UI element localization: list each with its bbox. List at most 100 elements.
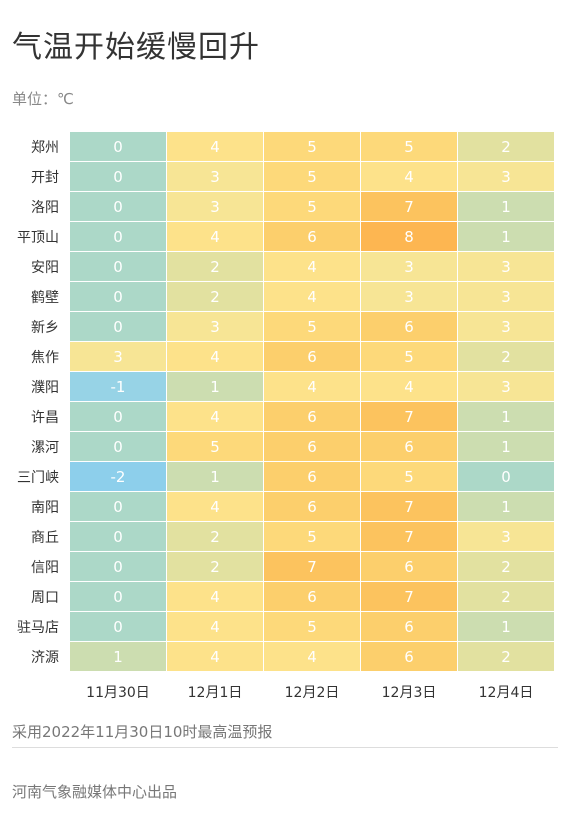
heatmap-cell [458,222,554,251]
cell-value: 3 [210,198,220,216]
cell-value: 0 [113,258,123,276]
column-label: 12月4日 [479,685,534,701]
heatmap-cell [458,432,554,461]
heatmap-cell [458,492,554,521]
heatmap-cell [458,402,554,431]
cell-value: 0 [113,528,123,546]
heatmap-cell [361,192,457,221]
row-label: 南阳 [31,500,59,516]
heatmap-cell [458,642,554,671]
cell-value: 6 [307,438,317,456]
cell-value: 0 [113,618,123,636]
forecast-note: 采用2022年11月30日10时最高温预报 [12,723,273,741]
cell-value: -1 [111,378,126,396]
heatmap-cell [167,192,263,221]
heatmap-cell [264,642,360,671]
cell-value: 0 [501,468,511,486]
heatmap-cell [167,342,263,371]
heatmap-cell [70,372,166,401]
cell-value: 4 [307,648,317,666]
heatmap-cell [70,222,166,251]
cell-value: 0 [113,198,123,216]
heatmap-cell [167,462,263,491]
heatmap-cell [167,312,263,341]
cell-value: 0 [113,408,123,426]
cell-value: 4 [210,588,220,606]
heatmap-cell [167,522,263,551]
heatmap-cell [167,132,263,161]
column-label: 12月3日 [382,685,437,701]
cell-value: 5 [210,438,220,456]
cell-value: 1 [210,378,220,396]
row-label: 洛阳 [31,200,59,216]
heatmap-cell [264,612,360,641]
heatmap-cell [264,462,360,491]
heatmap-cell [264,192,360,221]
cell-value: 3 [404,258,414,276]
cell-value: 1 [501,498,511,516]
cell-value: 5 [404,138,414,156]
heatmap-cell [458,342,554,371]
cell-value: 2 [501,648,511,666]
cell-value: 2 [210,288,220,306]
cell-value: 4 [210,648,220,666]
heatmap-cell [264,162,360,191]
cell-value: 5 [307,528,317,546]
row-label: 开封 [31,170,59,186]
row-label: 安阳 [31,260,59,276]
heatmap-cell [361,222,457,251]
cell-value: 4 [307,258,317,276]
cell-value: 6 [404,318,414,336]
cell-value: 2 [501,588,511,606]
heatmap-cell [458,162,554,191]
cell-value: 6 [404,618,414,636]
heatmap-cell [361,402,457,431]
cell-value: 3 [501,288,511,306]
heatmap-cell [264,432,360,461]
cell-value: 4 [210,228,220,246]
column-label: 11月30日 [86,685,150,701]
cell-value: 3 [501,168,511,186]
cell-value: 4 [210,498,220,516]
cell-value: 3 [210,318,220,336]
cell-value: 1 [501,228,511,246]
cell-value: 4 [404,378,414,396]
cell-value: 4 [307,378,317,396]
heatmap-cell [361,432,457,461]
cell-value: 0 [113,318,123,336]
cell-value: 0 [113,498,123,516]
heatmap-cell [458,552,554,581]
cell-value: 2 [501,558,511,576]
row-label: 鹤壁 [31,290,59,306]
heatmap-cell [264,552,360,581]
cell-value: 3 [501,378,511,396]
cell-value: 4 [210,408,220,426]
cell-value: 3 [501,258,511,276]
heatmap-cell [361,132,457,161]
cell-value: 5 [307,618,317,636]
cell-value: 4 [404,168,414,186]
heatmap-cell [70,162,166,191]
heatmap-cell [458,612,554,641]
cell-value: 6 [307,588,317,606]
divider [12,747,558,748]
cell-value: 0 [113,228,123,246]
heatmap-cell [167,402,263,431]
cell-value: 6 [404,648,414,666]
heatmap-cell [167,432,263,461]
cell-value: 7 [404,198,414,216]
heatmap-cell [361,492,457,521]
row-label: 周口 [31,590,59,606]
heatmap-cell [264,492,360,521]
heatmap-cell [264,132,360,161]
heatmap-cell [167,162,263,191]
heatmap-cell [70,312,166,341]
cell-value: 2 [501,138,511,156]
page-title: 气温开始缓慢回升 [12,30,260,65]
heatmap-cell [70,492,166,521]
cell-value: 2 [501,348,511,366]
heatmap-cell [167,612,263,641]
row-label: 漯河 [31,440,59,456]
heatmap-cell [167,252,263,281]
heatmap-cell [458,312,554,341]
